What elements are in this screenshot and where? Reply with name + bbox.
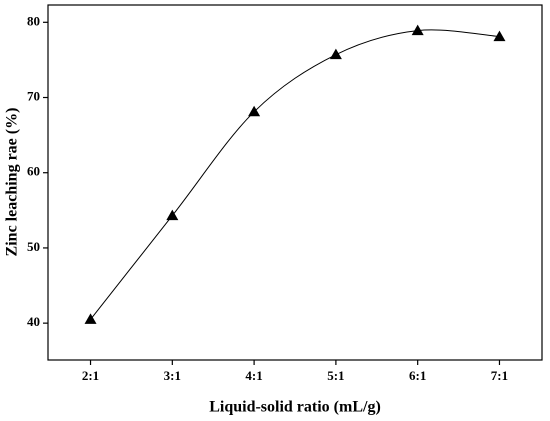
- x-tick-label: 2:1: [82, 368, 99, 383]
- y-axis-title: Zinc leaching rae (%): [4, 108, 21, 257]
- x-tick-label: 3:1: [164, 368, 181, 383]
- y-tick-label: 50: [27, 239, 40, 254]
- x-tick-label: 4:1: [245, 368, 262, 383]
- data-point: [411, 24, 424, 36]
- y-tick-label: 70: [27, 88, 40, 103]
- y-tick-label: 60: [27, 164, 40, 179]
- y-tick-label: 40: [27, 314, 40, 329]
- data-point: [248, 105, 261, 117]
- fit-line: [90, 29, 500, 320]
- data-point: [166, 209, 179, 221]
- x-tick-label: 6:1: [409, 368, 426, 383]
- x-tick-label: 7:1: [491, 368, 508, 383]
- data-point: [493, 30, 506, 42]
- data-point: [84, 313, 97, 324]
- y-tick-label: 80: [27, 13, 40, 28]
- plot-frame: [47, 4, 543, 361]
- x-tick-label: 5:1: [327, 368, 344, 383]
- data-point: [329, 48, 342, 60]
- x-axis-title: Liquid-solid ratio (mL/g): [209, 399, 381, 416]
